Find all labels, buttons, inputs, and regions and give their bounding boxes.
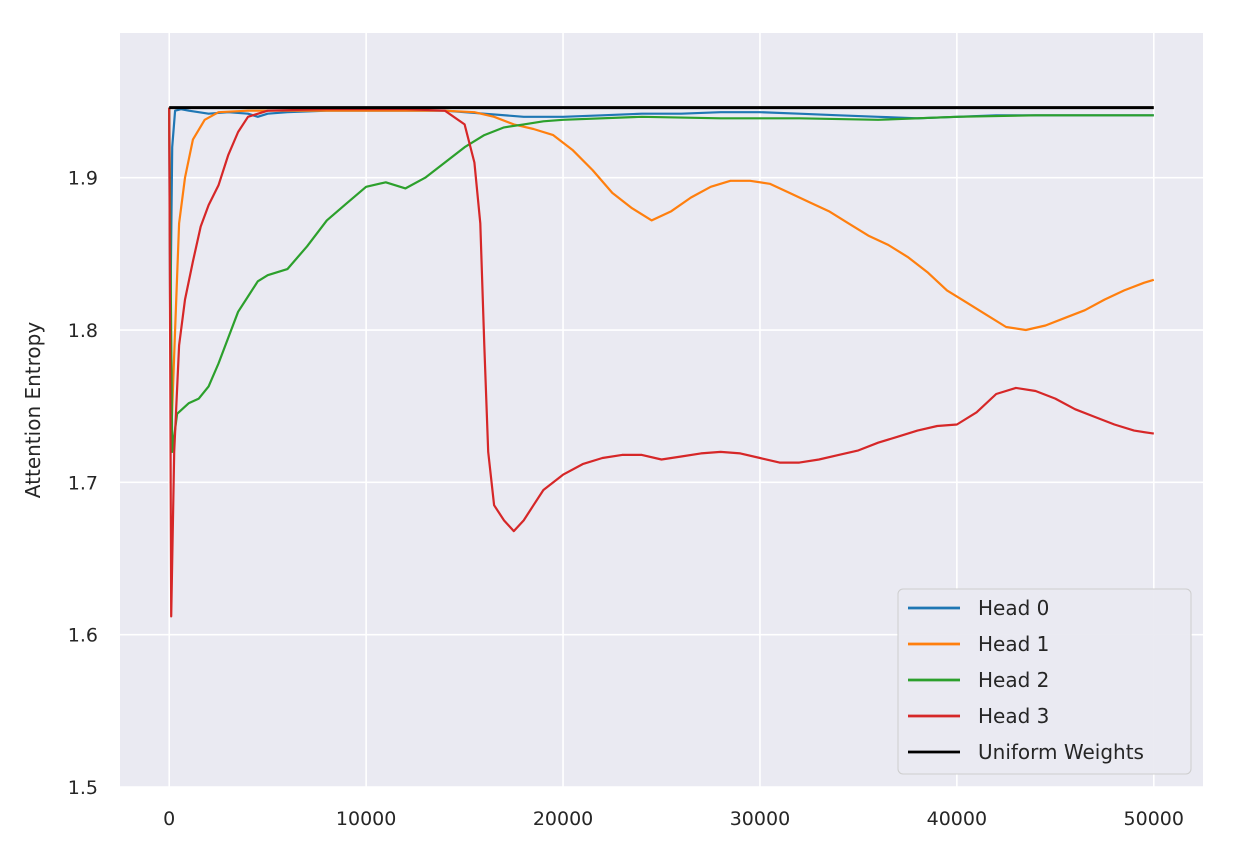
series-line-head-2 [168, 107, 1154, 453]
legend-label-head-2: Head 2 [978, 668, 1049, 692]
y-tick-label: 1.6 [68, 625, 98, 647]
y-axis-label: Attention Entropy [21, 322, 45, 499]
legend-label-head-0: Head 0 [978, 596, 1049, 620]
x-tick-label: 0 [163, 808, 175, 830]
legend-label-head-1: Head 1 [978, 632, 1049, 656]
x-tick-label: 20000 [533, 808, 593, 830]
legend-box [897, 588, 1192, 775]
x-tick-label: 50000 [1124, 808, 1184, 830]
legend-label-head-3: Head 3 [978, 704, 1049, 728]
series-line-head-3 [168, 107, 1154, 618]
x-tick-label: 30000 [730, 808, 790, 830]
y-tick-label: 1.8 [68, 320, 98, 342]
x-tick-label: 10000 [336, 808, 396, 830]
legend: Head 0 Head 1 Head 2 Head 3 Uniform Weights [897, 588, 1192, 775]
series-line-head-1 [168, 107, 1155, 438]
y-tick-label: 1.5 [68, 777, 98, 799]
y-tick-label: 1.9 [68, 168, 98, 190]
y-tick-label: 1.7 [68, 472, 98, 494]
ticks: 0 10000 20000 30000 40000 50000 1.5 1.6 1.7 1.8 1.… [68, 168, 1184, 830]
x-tick-label: 40000 [927, 808, 987, 830]
series-layer [168, 106, 1155, 618]
legend-label-uniform-weights: Uniform Weights [978, 740, 1144, 764]
